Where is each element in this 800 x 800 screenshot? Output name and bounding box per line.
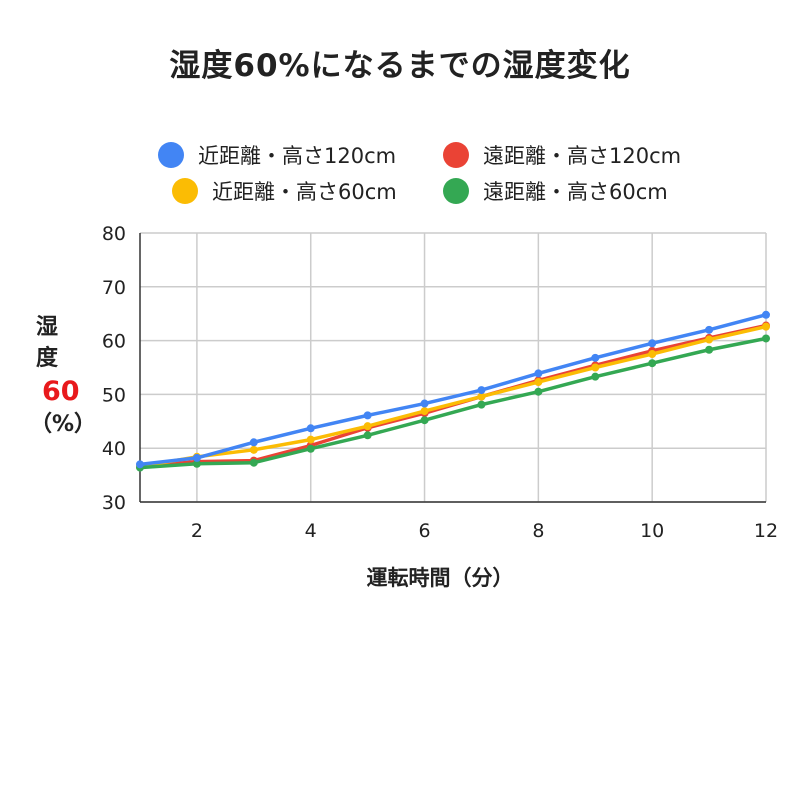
data-point-s3-x9	[591, 372, 600, 381]
legend-label-far-60: 遠距離・高さ60cm	[483, 180, 668, 204]
y-tick-label-60: 60	[102, 331, 126, 353]
legend-label-near-60: 近距離・高さ60cm	[212, 180, 397, 204]
data-point-s3-x6	[420, 416, 429, 425]
legend-label-near-120: 近距離・高さ120cm	[198, 144, 397, 168]
series-lines	[136, 310, 770, 472]
data-point-s3-x3	[249, 458, 258, 467]
y-tick-label-80: 80	[102, 223, 126, 245]
legend-item-near-60: 近距離・高さ60cm	[172, 176, 397, 206]
data-point-s2-x8	[534, 378, 543, 387]
axes: 30 40 50 60 70 80 2 4 6 8 10 12	[102, 223, 778, 542]
data-point-s2-x4	[306, 435, 315, 444]
x-axis-label: 運転時間（分）	[366, 566, 514, 590]
data-point-s2-x6	[420, 407, 429, 416]
x-tick-label-6: 6	[418, 520, 430, 542]
y-tick-label-30: 30	[102, 492, 126, 514]
y-tick-label-70: 70	[102, 277, 126, 299]
data-point-s2-x5	[363, 422, 372, 431]
x-tick-label-4: 4	[305, 520, 317, 542]
data-point-s3-x8	[534, 387, 543, 396]
legend-swatch-near-60	[172, 178, 198, 204]
data-point-s0-x2	[192, 453, 201, 462]
series-line-3	[138, 336, 768, 470]
legend-item-far-60: 遠距離・高さ60cm	[443, 176, 668, 206]
data-point-s0-x9	[591, 353, 600, 362]
data-point-s3-x2	[192, 459, 201, 468]
y-axis-label-text: 湿度	[35, 315, 58, 371]
legend-swatch-near-120	[158, 142, 184, 168]
data-point-s2-x3	[249, 445, 258, 454]
data-point-s0-x10	[648, 339, 657, 348]
x-tick-label-12: 12	[754, 520, 778, 542]
legend-swatch-far-60	[443, 178, 469, 204]
y-axis-label: 湿度 60 （%）	[30, 312, 96, 440]
data-point-s0-x1	[136, 460, 144, 469]
y-tick-label-40: 40	[102, 438, 126, 460]
data-point-s0-x3	[249, 438, 258, 447]
data-point-s0-x6	[420, 399, 429, 408]
legend-label-far-120: 遠距離・高さ120cm	[483, 144, 682, 168]
data-point-s3-x11	[705, 345, 714, 354]
data-point-s3-x4	[306, 444, 315, 453]
legend-swatch-far-120	[443, 142, 469, 168]
data-point-s2-x9	[591, 363, 600, 372]
data-point-s0-x7	[477, 386, 486, 395]
data-point-s2-x10	[648, 350, 657, 359]
data-point-s0-x8	[534, 369, 543, 378]
data-point-s2-x7	[477, 392, 486, 401]
x-tick-label-10: 10	[640, 520, 664, 542]
legend-item-far-120: 遠距離・高さ120cm	[443, 140, 681, 170]
data-point-s3-x5	[363, 431, 372, 440]
series-line-0	[138, 313, 768, 467]
data-point-s2-x12	[762, 322, 770, 331]
series-line-2	[138, 324, 768, 469]
data-point-s0-x4	[306, 424, 315, 433]
data-point-s2-x11	[705, 335, 714, 344]
x-tick-label-2: 2	[191, 520, 203, 542]
data-point-s0-x5	[363, 411, 372, 420]
x-tick-label-8: 8	[532, 520, 544, 542]
y-tick-label-50: 50	[102, 384, 126, 406]
data-point-s3-x12	[762, 334, 770, 343]
data-point-s0-x11	[705, 325, 714, 334]
data-point-s3-x10	[648, 359, 657, 368]
y-axis-highlight-60: 60	[42, 376, 80, 407]
data-point-s3-x7	[477, 400, 486, 409]
data-point-s0-x12	[762, 310, 770, 319]
legend-item-near-120: 近距離・高さ120cm	[158, 140, 396, 170]
chart-title: 湿度60%になるまでの湿度変化	[169, 48, 631, 84]
